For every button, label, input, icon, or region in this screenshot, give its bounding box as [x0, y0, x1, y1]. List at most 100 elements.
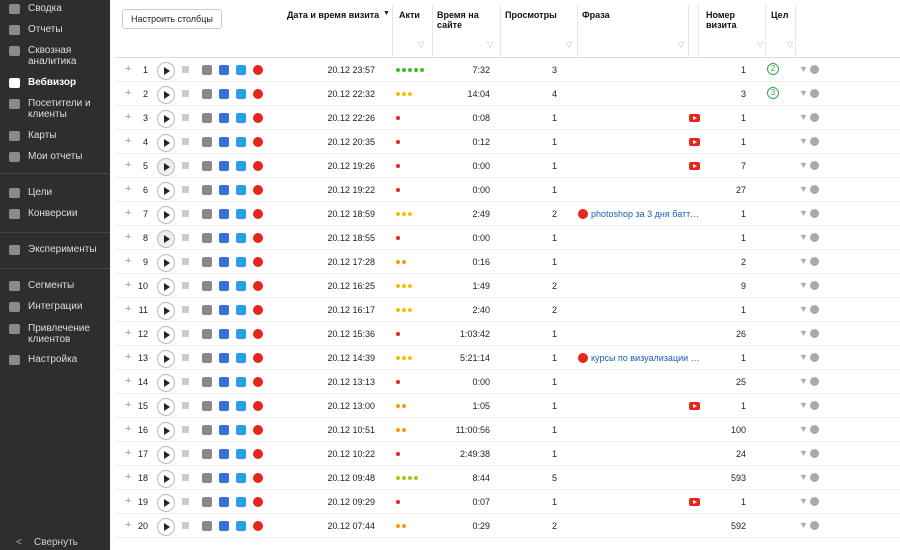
play-button[interactable]: [157, 494, 175, 512]
row-filter[interactable]: ▼: [799, 184, 808, 194]
row-filter[interactable]: ▼: [799, 136, 808, 146]
activity-dot: [396, 308, 400, 312]
device-icon: [253, 497, 263, 507]
play-button[interactable]: [157, 278, 175, 296]
search-phrase[interactable]: photoshop за 3 дня батт…: [591, 209, 700, 219]
row-info[interactable]: [810, 185, 819, 194]
row-filter[interactable]: ▼: [799, 448, 808, 458]
sidebar-item[interactable]: Мои отчеты: [28, 151, 83, 162]
device-icon: [236, 89, 246, 99]
views: 4: [551, 89, 557, 99]
row-info[interactable]: [810, 473, 819, 482]
row-filter[interactable]: ▼: [799, 376, 808, 386]
row-filter[interactable]: ▼: [799, 280, 808, 290]
row-info[interactable]: [810, 305, 819, 314]
play-button[interactable]: [157, 350, 175, 368]
sidebar-item[interactable]: Привлечение клиентов: [28, 323, 90, 345]
row-filter[interactable]: ▼: [799, 112, 808, 122]
play-button[interactable]: [157, 302, 175, 320]
device-icon: [253, 257, 263, 267]
views: 1: [551, 425, 557, 435]
sidebar-icon: [9, 78, 20, 88]
row-filter[interactable]: ▼: [799, 424, 808, 434]
filter-icon: ▽: [418, 40, 425, 49]
activity-dot: [396, 284, 400, 288]
play-button[interactable]: [157, 374, 175, 392]
play-button[interactable]: [157, 422, 175, 440]
flag-icon: [182, 306, 189, 313]
sidebar-item[interactable]: Интеграции: [28, 301, 83, 312]
play-button[interactable]: [157, 182, 175, 200]
sidebar-item[interactable]: Конверсии: [28, 208, 78, 219]
row-info[interactable]: [810, 377, 819, 386]
row-filter[interactable]: ▼: [799, 88, 808, 98]
row-info[interactable]: [810, 353, 819, 362]
row-filter[interactable]: ▼: [799, 208, 808, 218]
play-button[interactable]: [157, 230, 175, 248]
row-filter[interactable]: ▼: [799, 400, 808, 410]
sidebar-item[interactable]: Цели: [28, 187, 53, 198]
sidebar-item[interactable]: Сквозная аналитика: [28, 45, 77, 67]
row-filter[interactable]: ▼: [799, 256, 808, 266]
play-triangle: [164, 307, 170, 315]
activity-dot: [408, 308, 412, 312]
row-filter[interactable]: ▼: [799, 64, 808, 74]
row-info[interactable]: [810, 161, 819, 170]
play-button[interactable]: [157, 158, 175, 176]
sidebar-item[interactable]: Вебвизор: [28, 77, 77, 88]
play-button[interactable]: [157, 110, 175, 128]
sidebar-item[interactable]: Сегменты: [28, 280, 75, 291]
play-button[interactable]: [157, 518, 175, 536]
visit-number: 1: [740, 401, 746, 411]
row-info[interactable]: [810, 65, 819, 74]
row-info[interactable]: [810, 425, 819, 434]
play-button[interactable]: [157, 206, 175, 224]
row-filter[interactable]: ▼: [799, 160, 808, 170]
row-filter[interactable]: ▼: [799, 328, 808, 338]
flag-icon: [182, 354, 189, 361]
row-info[interactable]: [810, 521, 819, 530]
row-filter[interactable]: ▼: [799, 232, 808, 242]
play-button[interactable]: [157, 470, 175, 488]
sidebar-item[interactable]: Карты: [28, 130, 57, 141]
row-info[interactable]: [810, 449, 819, 458]
row-info[interactable]: [810, 209, 819, 218]
play-button[interactable]: [157, 86, 175, 104]
row-info[interactable]: [810, 113, 819, 122]
row-info[interactable]: [810, 497, 819, 506]
sidebar-item[interactable]: Посетители и клиенты: [28, 98, 91, 120]
row-info[interactable]: [810, 257, 819, 266]
time-on-site: 0:16: [472, 257, 490, 267]
row-info[interactable]: [810, 329, 819, 338]
visit-number: 25: [735, 377, 746, 387]
play-triangle: [164, 523, 170, 531]
play-button[interactable]: [157, 254, 175, 272]
row-info[interactable]: [810, 281, 819, 290]
youtube-icon: [689, 498, 700, 506]
row-filter[interactable]: ▼: [799, 352, 808, 362]
columns-button[interactable]: Настроить столбцы: [122, 9, 222, 29]
collapse[interactable]: Свернуть: [34, 537, 78, 548]
play-button[interactable]: [157, 398, 175, 416]
sidebar-item[interactable]: Отчеты: [28, 24, 63, 35]
row-filter[interactable]: ▼: [799, 520, 808, 530]
row-info[interactable]: [810, 233, 819, 242]
play-button[interactable]: [157, 134, 175, 152]
row-info[interactable]: [810, 89, 819, 98]
views: 1: [551, 161, 557, 171]
search-phrase[interactable]: курсы по визуализации …: [591, 353, 700, 363]
row-info[interactable]: [810, 401, 819, 410]
play-button[interactable]: [157, 62, 175, 80]
row-filter[interactable]: ▼: [799, 496, 808, 506]
sidebar-item[interactable]: Настройка: [28, 354, 78, 365]
sidebar-item[interactable]: Сводка: [28, 3, 62, 14]
play-button[interactable]: [157, 446, 175, 464]
sidebar-item[interactable]: Эксперименты: [28, 244, 97, 255]
row-info[interactable]: [810, 137, 819, 146]
visit-date: 20.12 13:00: [327, 401, 375, 411]
row-filter[interactable]: ▼: [799, 304, 808, 314]
row-number: 19: [137, 497, 148, 507]
play-button[interactable]: [157, 326, 175, 344]
row-filter[interactable]: ▼: [799, 472, 808, 482]
play-triangle: [164, 499, 170, 507]
